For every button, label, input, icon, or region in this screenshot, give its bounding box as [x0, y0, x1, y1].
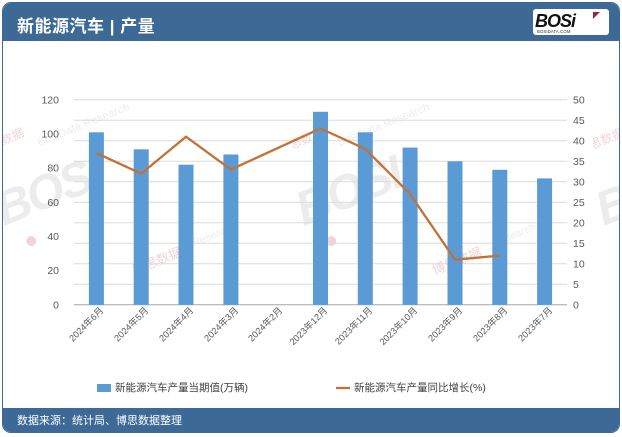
svg-text:2023年12月: 2023年12月: [287, 305, 329, 347]
svg-text:2024年3月: 2024年3月: [202, 305, 241, 344]
svg-text:2024年4月: 2024年4月: [157, 305, 196, 344]
svg-text:2023年11月: 2023年11月: [332, 305, 374, 347]
svg-text:80: 80: [47, 163, 59, 175]
svg-text:2023年8月: 2023年8月: [471, 305, 510, 344]
svg-text:35: 35: [573, 156, 585, 168]
svg-text:40: 40: [573, 135, 585, 147]
svg-text:15: 15: [573, 238, 585, 250]
svg-text:40: 40: [47, 231, 59, 243]
svg-text:新能源汽车产量同比增长(%): 新能源汽车产量同比增长(%): [354, 381, 486, 394]
svg-text:2023年10月: 2023年10月: [377, 305, 419, 347]
svg-text:5: 5: [573, 279, 579, 291]
svg-text:30: 30: [573, 176, 585, 188]
svg-text:2023年9月: 2023年9月: [426, 305, 465, 344]
svg-text:2023年7月: 2023年7月: [516, 305, 555, 344]
svg-text:20: 20: [47, 265, 59, 277]
svg-text:50: 50: [573, 94, 585, 106]
svg-text:BOSi: BOSi: [535, 11, 577, 31]
svg-text:2024年6月: 2024年6月: [67, 305, 106, 344]
svg-text:120: 120: [41, 94, 59, 106]
svg-text:100: 100: [41, 129, 59, 141]
svg-text:60: 60: [47, 197, 59, 209]
svg-text:0: 0: [53, 299, 59, 311]
svg-text:2024年2月: 2024年2月: [246, 305, 285, 344]
svg-text:0: 0: [573, 299, 579, 311]
svg-text:20: 20: [573, 217, 585, 229]
svg-text:45: 45: [573, 115, 585, 127]
svg-text:10: 10: [573, 258, 585, 270]
svg-text:25: 25: [573, 197, 585, 209]
svg-text:BOSIDATA.COM: BOSIDATA.COM: [537, 29, 571, 34]
svg-text:新能源汽车产量当期值(万辆): 新能源汽车产量当期值(万辆): [115, 381, 248, 394]
svg-text:2024年5月: 2024年5月: [112, 305, 151, 344]
